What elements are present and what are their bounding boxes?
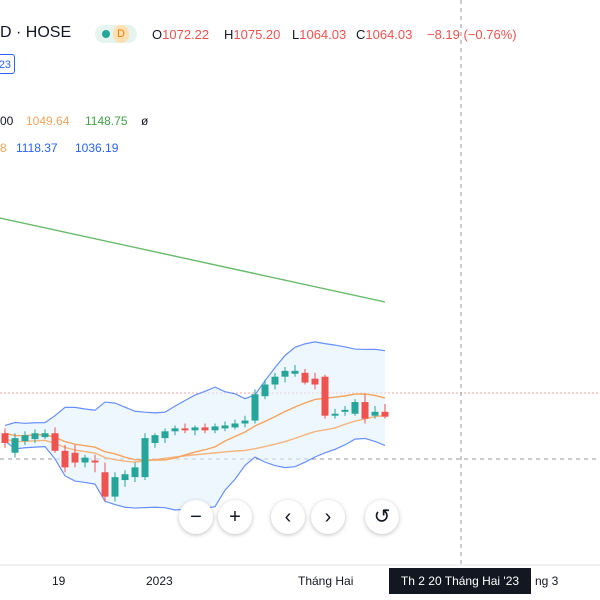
candle-body — [351, 402, 359, 414]
candle-body — [311, 378, 319, 385]
candle-body — [331, 413, 339, 416]
candle-body — [341, 409, 349, 412]
candle-body — [11, 438, 19, 453]
candles — [1, 365, 389, 502]
candle-body — [161, 431, 169, 439]
crosshair-time-label: Th 2 20 Tháng Hai '23 — [389, 568, 531, 594]
time-tick-thang-3: ng 3 — [535, 574, 559, 588]
high-value: 1075.20 — [233, 27, 281, 42]
ohlc-open: O1072.22 — [152, 27, 209, 42]
candle-body — [1, 433, 9, 443]
candle-body — [171, 428, 179, 432]
low-value: 1064.03 — [299, 27, 347, 42]
scroll-left-button[interactable]: ‹ — [271, 500, 305, 534]
compare-badge[interactable]: 23 — [0, 54, 15, 74]
candle-body — [281, 370, 289, 377]
bb-row-v2: 1036.19 — [75, 141, 119, 155]
bollinger-upper-line — [4, 341, 386, 427]
low-label: L — [292, 27, 300, 42]
candle-body — [91, 460, 99, 463]
high-label: H — [224, 27, 234, 42]
time-tick-2023: 2023 — [146, 574, 173, 588]
close-label: C — [356, 27, 366, 42]
time-tick-thang-hai: Tháng Hai — [298, 574, 354, 588]
candle-body — [191, 427, 199, 431]
reset-chart-button[interactable]: ↺ — [365, 500, 399, 534]
ohlc-change: −8.19 (−0.76%) — [427, 27, 517, 42]
scroll-right-button[interactable]: › — [311, 500, 345, 534]
candle-body — [271, 376, 279, 385]
ma-green-line — [0, 217, 386, 303]
market-status-badge[interactable]: D — [95, 25, 137, 43]
ohlc-high: H1075.20 — [224, 27, 280, 42]
candle-body — [61, 450, 69, 468]
candle-body — [131, 467, 139, 478]
candle-body — [381, 411, 389, 417]
ma-row-v3: ø — [141, 114, 149, 128]
candle-body — [21, 435, 29, 442]
candle-body — [181, 428, 189, 431]
close-value: 1064.03 — [365, 27, 413, 42]
candle-body — [111, 477, 119, 497]
open-label: O — [152, 27, 163, 42]
candle-body — [251, 394, 259, 421]
ohlc-close: C1064.03 — [356, 27, 412, 42]
time-tick-19: 19 — [52, 574, 66, 588]
chart-legend: D · HOSE D O1072.22 H1075.20 L1064.03 C1… — [0, 0, 600, 170]
zoom-out-button[interactable]: − — [179, 500, 213, 534]
candle-body — [371, 411, 379, 416]
bb-row-v0: 8 — [0, 141, 7, 155]
candle-body — [151, 435, 159, 443]
ma-row-v0: 00 — [0, 114, 14, 128]
open-value: 1072.22 — [162, 27, 210, 42]
market-open-dot-icon — [102, 30, 110, 38]
ohlc-low: L1064.03 — [292, 27, 346, 42]
ma-row-v1: 1049.64 — [26, 114, 70, 128]
candle-body — [201, 427, 209, 431]
candle-body — [71, 452, 79, 463]
candle-body — [231, 423, 239, 428]
ma-orange-slow-line — [4, 414, 386, 463]
candle-body — [301, 372, 309, 383]
bb-row-v1: 1118.37 — [16, 141, 58, 155]
candle-body — [31, 433, 39, 440]
zoom-in-button[interactable]: + — [218, 500, 252, 534]
candle-body — [141, 438, 149, 478]
candle-body — [41, 433, 49, 438]
candle-body — [321, 376, 329, 416]
symbol-title[interactable]: D · HOSE — [0, 24, 72, 41]
candle-body — [241, 420, 249, 424]
change-value: −8.19 (−0.76%) — [427, 27, 517, 42]
candle-body — [361, 402, 369, 419]
candle-body — [51, 433, 59, 451]
candle-body — [261, 384, 269, 397]
candle-body — [101, 472, 109, 497]
candle-body — [211, 426, 219, 431]
ma-row-v2: 1148.75 — [85, 114, 128, 128]
interval-badge: D — [113, 25, 129, 43]
candle-body — [291, 370, 299, 374]
candle-body — [81, 457, 89, 463]
candle-body — [121, 474, 129, 481]
candle-body — [221, 425, 229, 429]
